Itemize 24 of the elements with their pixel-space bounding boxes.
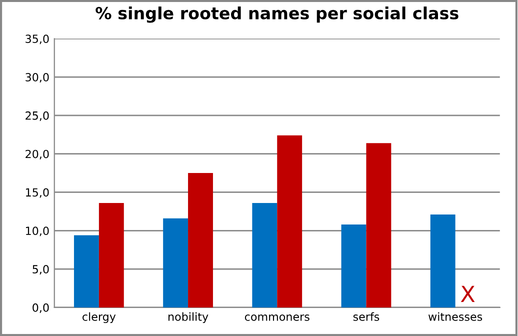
- x-tick-label: clergy: [82, 312, 116, 324]
- bar: [252, 202, 278, 308]
- bar: [430, 214, 456, 308]
- bar: [277, 135, 302, 308]
- y-tick-label: 15,0: [26, 188, 49, 198]
- bar: [98, 202, 124, 308]
- bar: [163, 218, 188, 308]
- x-tick-label: witnesses: [428, 312, 482, 321]
- bar: [341, 224, 366, 308]
- y-tick-label: 20,0: [26, 150, 49, 160]
- y-tick-label: 30,0: [26, 73, 49, 83]
- x-tick-label: nobility: [168, 312, 208, 324]
- x-tick-label: serfs: [353, 312, 380, 321]
- annotation: X: [460, 286, 475, 302]
- y-tick-label: 0,0: [32, 303, 49, 313]
- y-tick-label: 25,0: [26, 111, 49, 121]
- y-tick-label: 5,0: [32, 265, 49, 275]
- bar: [188, 173, 213, 308]
- chart-title: % single rooted names per social class: [96, 6, 458, 23]
- y-tick-label: 35,0: [26, 34, 49, 44]
- y-tick-label: 10,0: [26, 226, 49, 236]
- bar: [366, 143, 392, 308]
- x-tick-label: commoners: [244, 314, 310, 321]
- bar: [74, 235, 99, 308]
